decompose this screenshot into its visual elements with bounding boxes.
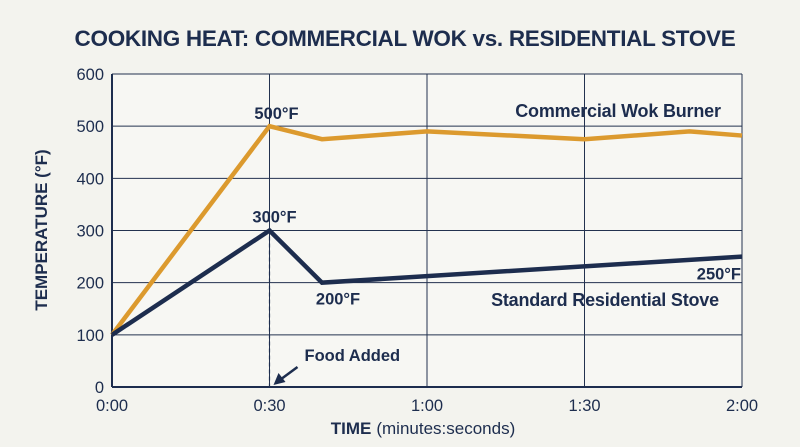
residential-stove-line [110, 227, 743, 337]
series-label-commercial: Commercial Wok Burner [515, 101, 721, 121]
y-tick-label: 400 [76, 170, 104, 188]
y-tick-label: 300 [76, 223, 104, 241]
label-layer: Commercial Wok Burner Standard Residentia… [252, 101, 741, 387]
x-tick-label: 0:30 [253, 397, 285, 415]
x-tick-label: 2:00 [726, 397, 758, 415]
x-tick-label: 1:30 [568, 397, 600, 415]
series-layer [110, 123, 743, 337]
annotation-300f: 300°F [252, 209, 296, 227]
y-tick-label: 600 [76, 66, 104, 84]
tick-layer: 0 100 200 300 400 500 600 0:00 0:30 1:00 1:30 2:00 [76, 66, 758, 415]
commercial-wok-line [110, 123, 743, 337]
x-tick-label: 1:00 [411, 397, 443, 415]
x-axis-title: TIME (minutes:seconds) [331, 419, 516, 438]
y-tick-label: 100 [76, 327, 104, 345]
y-tick-label: 500 [76, 118, 104, 136]
series-label-residential: Standard Residential Stove [491, 290, 719, 310]
y-tick-label: 200 [76, 275, 104, 293]
chart-title: COOKING HEAT: COMMERCIAL WOK vs. RESIDEN… [75, 26, 736, 51]
y-tick-label: 0 [95, 379, 104, 397]
annotation-200f: 200°F [316, 291, 360, 309]
annotation-500f: 500°F [254, 105, 298, 123]
x-axis-title-rest: (minutes:seconds) [376, 419, 515, 438]
annotation-food-added: Food Added [305, 347, 401, 365]
y-axis-title: TEMPERATURE (°F) [32, 149, 51, 310]
grid-layer [111, 73, 743, 388]
food-added-arrow-head [273, 373, 286, 385]
x-axis-title-bold: TIME [331, 419, 372, 438]
x-tick-label: 0:00 [96, 397, 128, 415]
annotation-250f: 250°F [697, 266, 741, 284]
